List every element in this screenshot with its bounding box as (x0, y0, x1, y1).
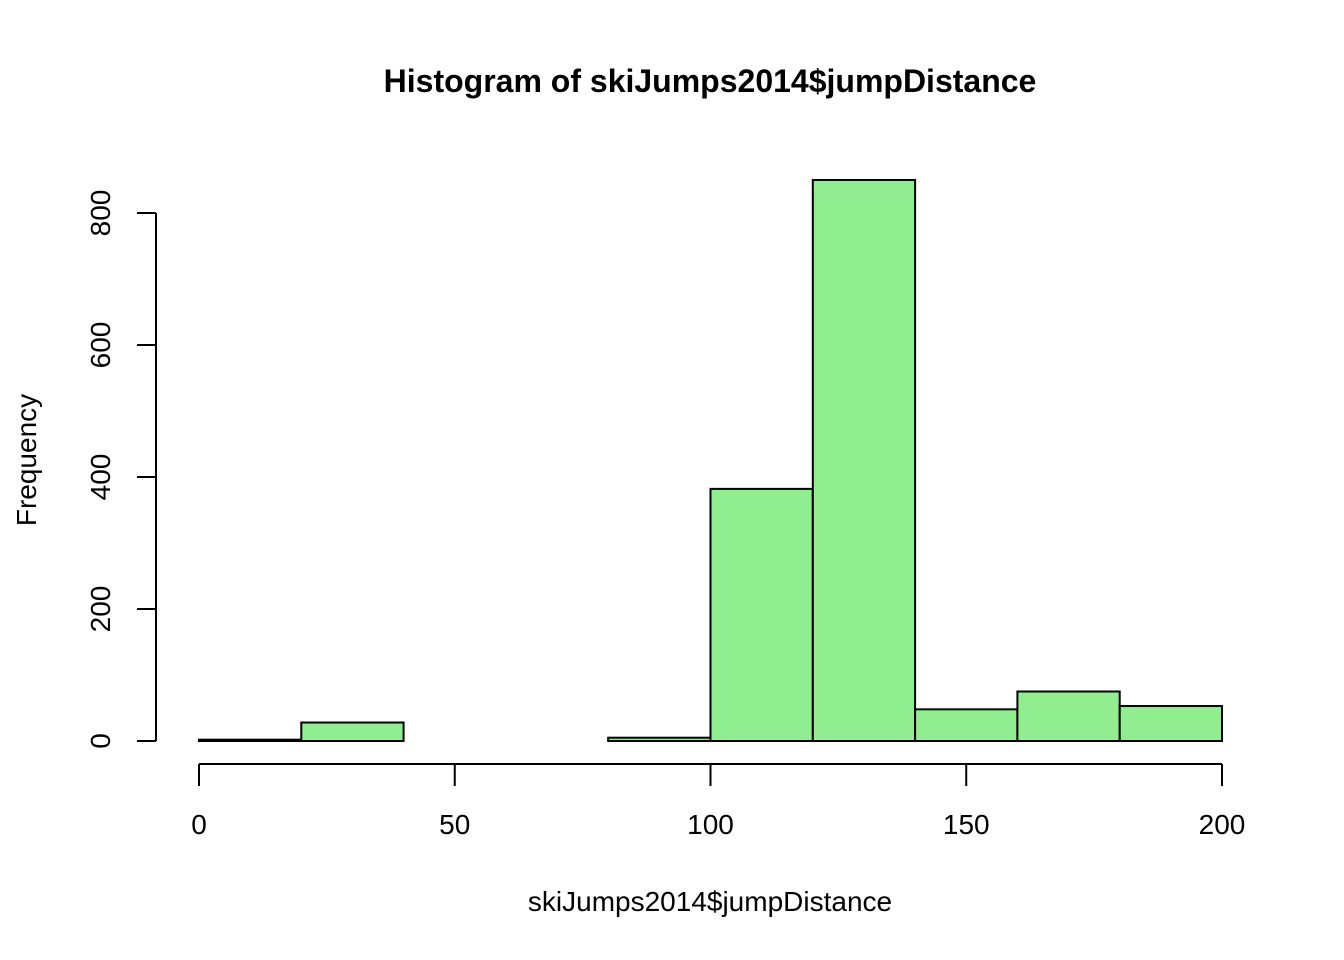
chart-title: Histogram of skiJumps2014$jumpDistance (384, 63, 1037, 99)
histogram-bar-9 (1118, 705, 1223, 743)
histogram-bar-0 (198, 738, 303, 742)
histogram-bar-8 (1016, 690, 1121, 742)
histogram-bar-7 (914, 708, 1019, 743)
histogram-bar-5 (709, 487, 814, 742)
x-tick-label: 100 (687, 809, 734, 840)
y-tick-label: 800 (85, 190, 116, 237)
y-tick-label: 200 (85, 586, 116, 633)
y-tick-label: 600 (85, 322, 116, 369)
x-axis: 0 50 100 150 200 (191, 763, 1246, 840)
histogram-bar-1 (300, 721, 405, 743)
y-axis: 0 200 400 600 800 (85, 190, 157, 749)
x-tick-label: 0 (191, 809, 207, 840)
histogram-bar-4 (607, 736, 712, 743)
x-axis-label: skiJumps2014$jumpDistance (528, 886, 892, 917)
y-tick-label: 0 (85, 733, 116, 749)
y-tick-label: 400 (85, 454, 116, 501)
x-tick-label: 50 (439, 809, 470, 840)
x-tick-label: 150 (943, 809, 990, 840)
x-tick-label: 200 (1199, 809, 1246, 840)
y-axis-label: Frequency (11, 394, 42, 526)
histogram-bar-6 (811, 179, 917, 742)
bars-group (198, 179, 1223, 743)
